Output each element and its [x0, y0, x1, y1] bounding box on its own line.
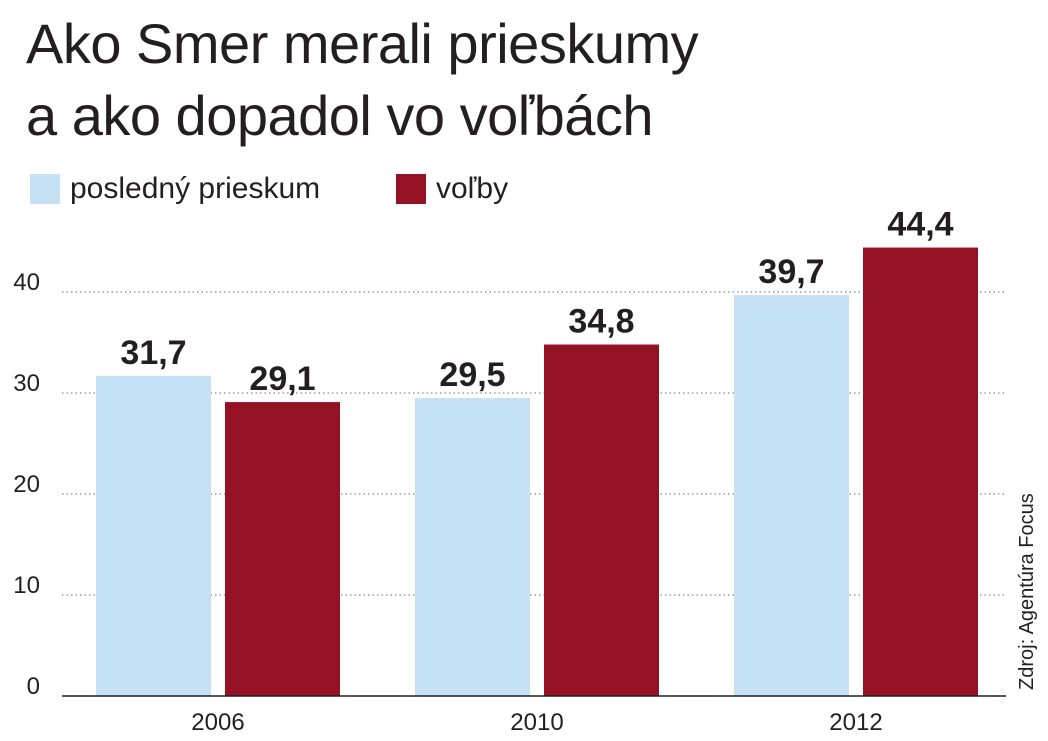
- chart-title: Ako Smer merali prieskumy a ako dopadol …: [26, 8, 699, 152]
- y-tick-label: 0: [27, 673, 40, 700]
- data-label: 39,7: [758, 253, 824, 291]
- title-line-2: a ako dopadol vo voľbách: [26, 84, 654, 147]
- y-tick-label: 10: [13, 572, 40, 599]
- legend-swatch-election: [396, 174, 426, 204]
- y-tick-label: 40: [13, 269, 40, 296]
- legend-item-survey: posledný prieskum: [30, 172, 320, 206]
- x-tick-label: 2012: [829, 709, 882, 736]
- x-tick-label: 2006: [191, 709, 244, 736]
- legend-item-election: voľby: [396, 172, 508, 206]
- y-tick-label: 30: [13, 370, 40, 397]
- bar-election: [225, 402, 340, 696]
- title-line-1: Ako Smer merali prieskumy: [26, 12, 699, 75]
- source-note: Zdroj: Agentúra Focus: [1016, 493, 1038, 690]
- legend-label-survey: posledný prieskum: [70, 172, 321, 205]
- data-label: 44,4: [887, 206, 953, 244]
- data-label: 31,7: [120, 334, 186, 372]
- data-label: 34,8: [568, 303, 634, 341]
- bar-survey: [415, 398, 530, 696]
- y-tick-label: 20: [13, 471, 40, 498]
- bar-election: [544, 344, 659, 696]
- legend-label-election: voľby: [436, 172, 509, 205]
- data-label: 29,1: [249, 360, 315, 398]
- data-label: 29,5: [439, 356, 505, 394]
- bar-survey: [96, 375, 211, 696]
- legend-swatch-survey: [30, 174, 60, 204]
- bar-election: [863, 247, 978, 696]
- x-tick-label: 2010: [510, 709, 563, 736]
- bar-survey: [734, 295, 849, 696]
